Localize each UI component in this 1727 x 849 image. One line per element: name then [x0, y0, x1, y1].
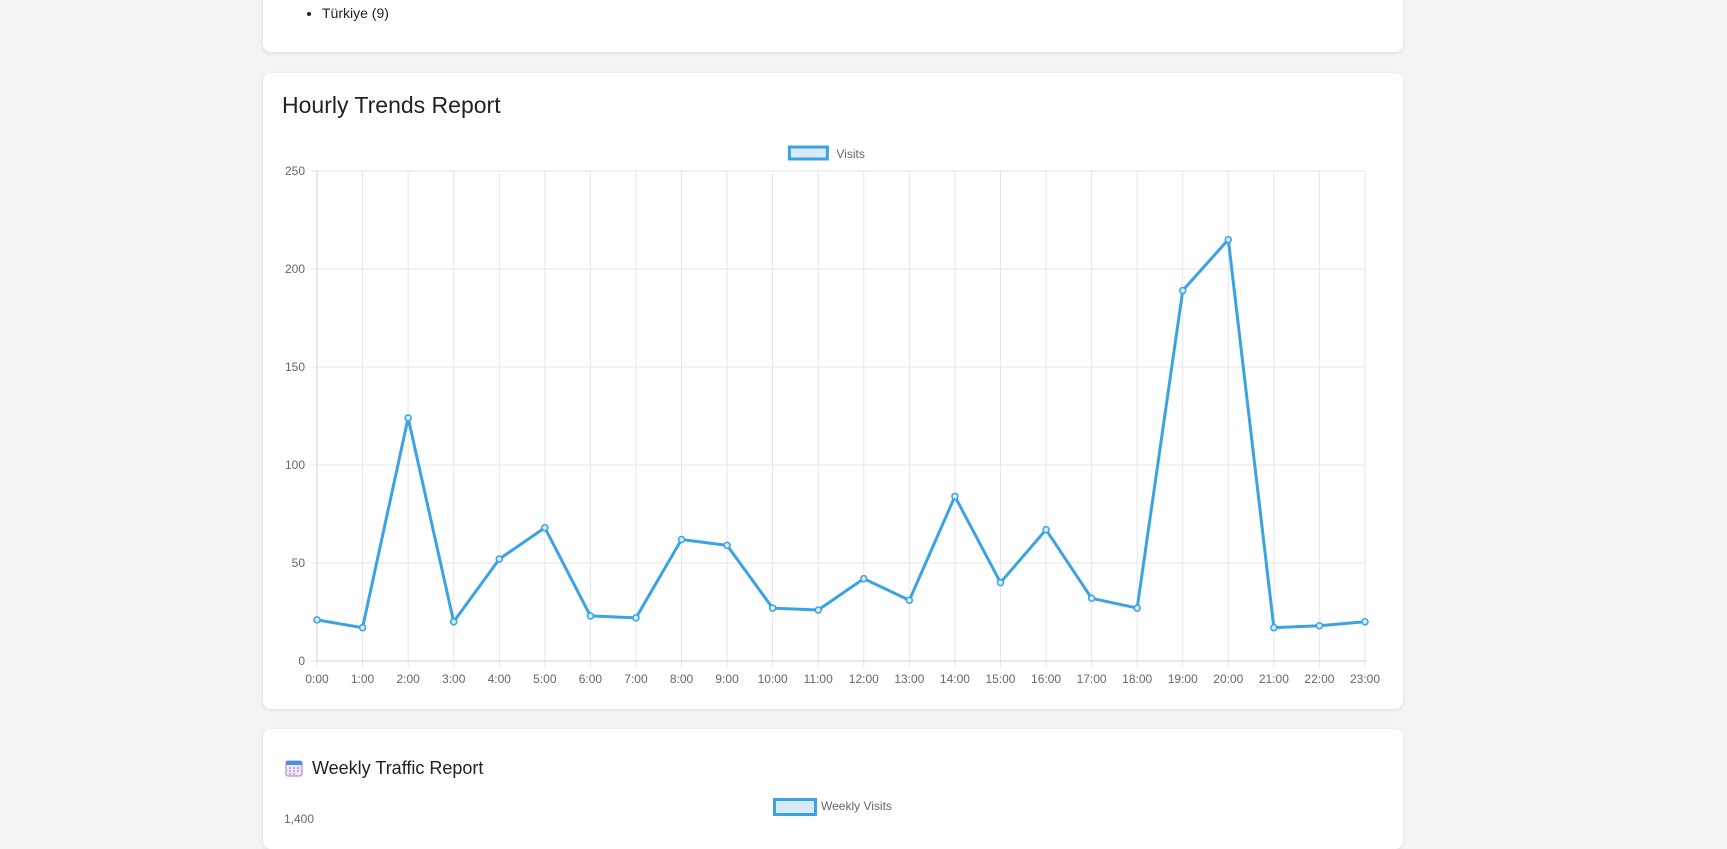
x-tick-label: 12:00	[849, 672, 879, 686]
data-point	[905, 596, 914, 604]
hourly-line-chart: 0 50 100 150 200 250 0:00 1:00 2:00 3:00 4:00 5:00 6…	[285, 145, 1380, 686]
data-point	[358, 623, 367, 632]
data-point	[723, 541, 731, 550]
x-tick-label: 0:00	[305, 672, 329, 686]
country-list: Türkiye (9)	[263, 4, 389, 22]
legend-swatch[interactable]	[787, 145, 829, 161]
data-point	[1133, 604, 1141, 612]
hourly-title: Hourly Trends Report	[282, 92, 501, 118]
x-tick-label: 19:00	[1168, 672, 1198, 686]
weekly-traffic-card: Weekly Traffic Report Weekly Visits 1,40…	[263, 729, 1403, 849]
x-tick-label: 1:00	[351, 672, 375, 686]
x-tick-label: 15:00	[985, 672, 1015, 686]
data-point	[313, 616, 321, 624]
data-point	[860, 574, 868, 583]
x-tick-label: 3:00	[442, 672, 466, 686]
list-item: Türkiye (9)	[322, 4, 389, 22]
x-tick-label: 21:00	[1259, 672, 1289, 686]
y-tick-label: 50	[292, 556, 306, 570]
y-tick-label: 150	[285, 360, 305, 374]
data-point	[996, 578, 1005, 587]
x-tick-label: 13:00	[894, 672, 924, 686]
data-point	[768, 604, 777, 612]
weekly-legend-label[interactable]: Weekly Visits	[821, 799, 892, 813]
series-line	[316, 238, 1366, 630]
x-tick-label: 2:00	[396, 672, 420, 686]
y-tick-label: 0	[298, 654, 305, 668]
x-tick-label: 7:00	[624, 672, 648, 686]
data-point	[404, 414, 412, 422]
x-tick-label: 11:00	[804, 672, 833, 686]
data-point	[1042, 525, 1050, 534]
y-tick-label: 250	[285, 164, 305, 178]
calendar-icon	[285, 760, 303, 777]
data-point	[677, 535, 686, 544]
x-tick-label: 17:00	[1077, 672, 1107, 686]
y-tick-label: 200	[285, 262, 305, 276]
x-tick-label: 14:00	[940, 672, 970, 686]
data-point	[1315, 621, 1324, 630]
x-tick-label: 9:00	[715, 672, 739, 686]
data-point	[951, 492, 959, 501]
legend-label[interactable]: Visits	[836, 147, 864, 161]
weekly-title: Weekly Traffic Report	[312, 758, 484, 778]
x-tick-label: 23:00	[1350, 672, 1380, 686]
data-point	[586, 612, 595, 620]
x-tick-label: 8:00	[670, 672, 694, 686]
hourly-trends-card: Hourly Trends Report 0 50 100 150 200 250 0:00…	[263, 73, 1403, 709]
data-point	[1087, 594, 1096, 603]
x-tick-label: 22:00	[1304, 672, 1334, 686]
data-point	[632, 614, 640, 622]
data-point	[449, 618, 458, 626]
weekly-y-tick: 1,400	[284, 812, 315, 826]
data-point	[1178, 286, 1187, 295]
x-tick-label: 10:00	[758, 672, 788, 686]
x-tick-label: 5:00	[533, 672, 557, 686]
x-tick-label: 4:00	[488, 672, 512, 686]
data-point	[1270, 623, 1278, 632]
x-tick-label: 20:00	[1213, 672, 1243, 686]
x-tick-label: 18:00	[1122, 672, 1152, 686]
data-point	[814, 606, 822, 614]
x-tick-label: 6:00	[579, 672, 603, 686]
data-point	[1361, 618, 1369, 626]
x-tick-label: 16:00	[1031, 672, 1061, 686]
data-point	[541, 523, 549, 532]
weekly-legend-swatch[interactable]	[773, 798, 817, 816]
y-tick-label: 100	[285, 458, 305, 472]
data-point	[495, 555, 504, 563]
data-point	[1224, 235, 1233, 244]
top-countries-card: Türkiye (9)	[263, 0, 1403, 52]
